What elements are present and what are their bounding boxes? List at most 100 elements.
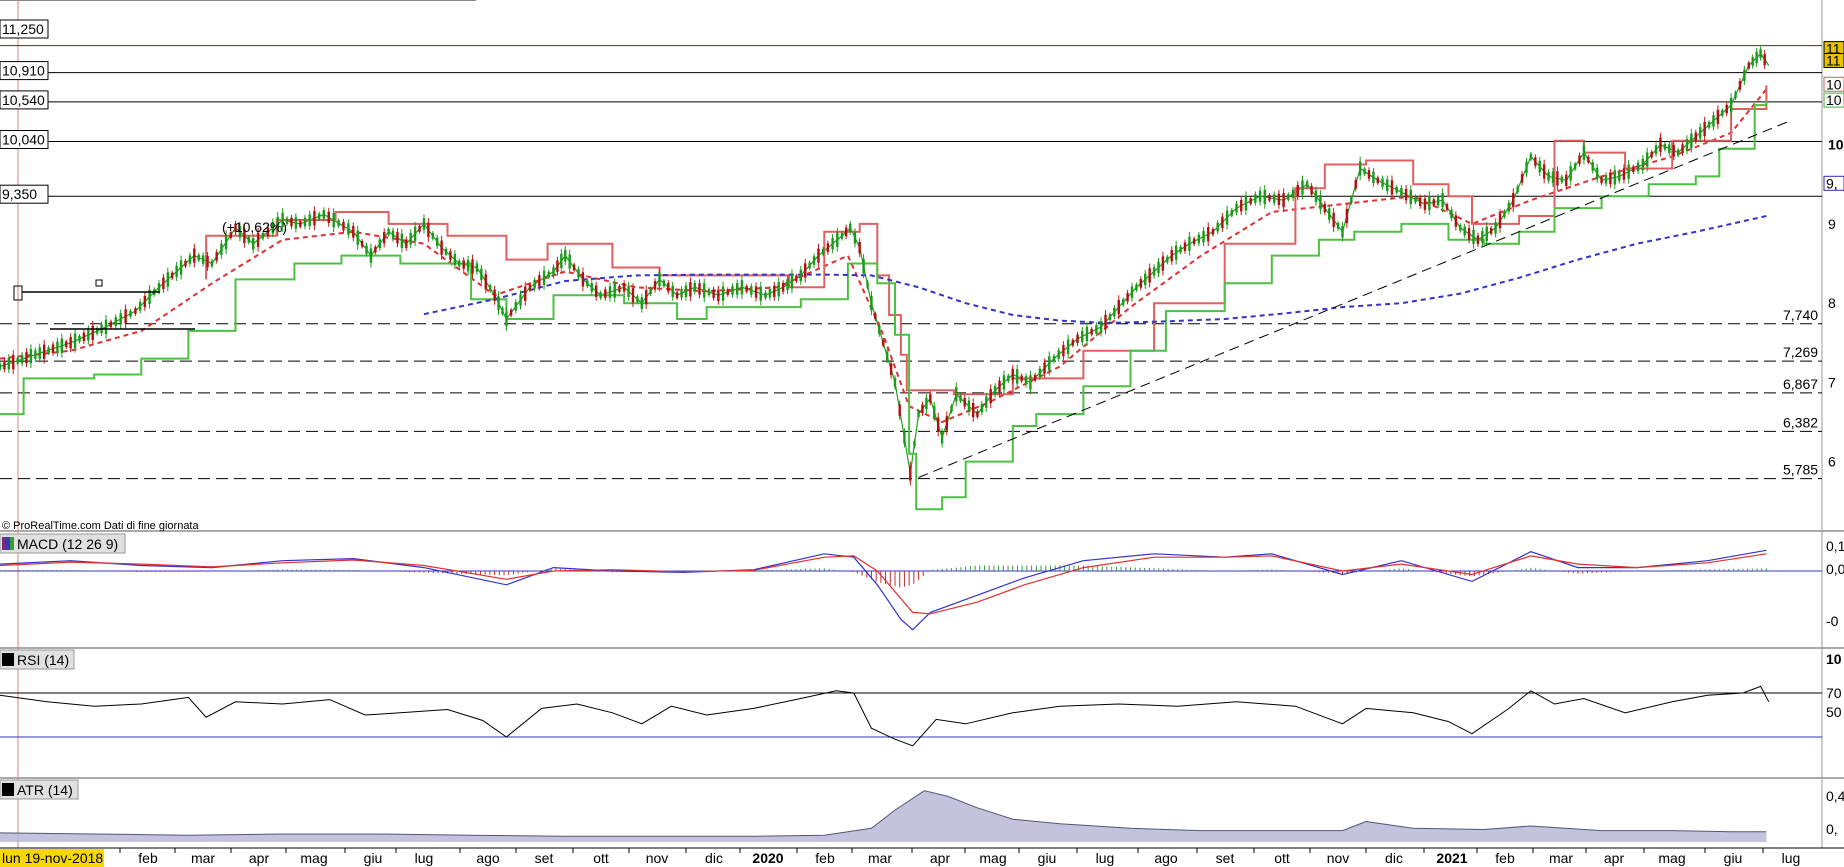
candle-body (1569, 166, 1572, 181)
candle-body (1450, 209, 1453, 219)
rsi-legend[interactable]: RSI (14) (0, 649, 75, 670)
price-left-labels: 11,250 10,910 10,540 10,040 9,350 (0, 19, 49, 204)
x-axis-label: apr (249, 850, 270, 866)
atr-legend[interactable]: ATR (14) (0, 779, 79, 800)
cursor-marker[interactable] (13, 285, 23, 301)
candle-body (675, 292, 679, 299)
candle-body (65, 341, 68, 348)
candle-body (124, 309, 127, 324)
candle-body (1052, 355, 1056, 362)
candle-body (514, 302, 518, 311)
candle-body (1551, 171, 1555, 184)
candle-body (671, 285, 674, 297)
indicator-axis-label: 0,0 (1826, 561, 1844, 577)
candle-body (1161, 256, 1165, 271)
x-axis-label: giu (364, 850, 383, 866)
x-axis-label: dic (705, 850, 723, 866)
candle-body (1310, 185, 1313, 195)
candle-body (1525, 161, 1528, 174)
candle-body (1699, 127, 1702, 139)
candle-body (1157, 261, 1160, 274)
candle-body (1538, 160, 1541, 173)
candle-body (1690, 133, 1693, 148)
panel-frames (0, 0, 1844, 848)
candle-body (980, 403, 984, 413)
level-label-box (0, 61, 49, 81)
candle-body (631, 288, 635, 303)
candle-body (799, 269, 802, 282)
price-badge-text: 11 (1826, 41, 1841, 57)
candle-body (721, 286, 725, 301)
candle-body (1751, 57, 1754, 66)
candle-body (1007, 375, 1010, 382)
x-axis-label: apr (1604, 850, 1625, 866)
x-axis-label: nov (646, 850, 669, 866)
candle-body (1376, 177, 1380, 184)
candle-body (1573, 163, 1577, 170)
candle-body (3, 360, 6, 370)
candle-body (1454, 215, 1458, 227)
candle-body (893, 378, 897, 387)
support-level-label: 5,785 (1783, 462, 1818, 478)
candle-body (1721, 110, 1724, 116)
candle-body (618, 286, 621, 292)
candle-body (955, 387, 958, 402)
candle-body (1618, 172, 1621, 181)
level-label-box (0, 184, 49, 204)
x-axis-label: mag (1658, 850, 1685, 866)
candle-body (449, 251, 452, 260)
candle-body (114, 317, 118, 326)
candle-body (909, 466, 912, 481)
candle-body (933, 405, 936, 418)
candle-body (1400, 187, 1403, 197)
candle-body (1192, 238, 1196, 245)
candle-body (649, 288, 652, 295)
candle-body (586, 280, 589, 287)
candle-body (680, 288, 683, 298)
candle-body (157, 283, 161, 292)
candle-body (1672, 144, 1675, 157)
candle-body (1121, 299, 1125, 306)
candle-body (1291, 189, 1295, 199)
candle-body (613, 283, 616, 298)
candle-body (206, 255, 209, 268)
rsi-color-swatch (2, 653, 14, 666)
candle-body (1221, 216, 1224, 229)
rsi-legend-box (0, 649, 75, 670)
candle-body (1095, 325, 1098, 334)
candle-body (731, 286, 734, 295)
atr-color-swatch (2, 783, 14, 796)
candle-body (936, 417, 940, 432)
candle-body (20, 354, 24, 364)
candle-body (1494, 222, 1497, 234)
candle-body (1011, 368, 1014, 381)
candle-body (365, 245, 368, 254)
candle-body (1587, 156, 1590, 163)
candle-body (745, 286, 748, 292)
candle-body (342, 221, 345, 231)
candle-body (1104, 314, 1107, 330)
candle-body (73, 333, 77, 348)
candle-body (967, 400, 971, 412)
candle-body (976, 411, 979, 417)
candle-body (1743, 69, 1746, 82)
candle-body (1498, 213, 1502, 229)
candle-body (1244, 196, 1248, 211)
candle-body (317, 213, 321, 220)
price-badge-text: 10 (1826, 92, 1842, 108)
x-axis-label: dic (1385, 850, 1403, 866)
price-series-line (0, 52, 1770, 474)
candle-body (945, 416, 949, 431)
candle-body (247, 236, 250, 243)
candle-body (143, 295, 147, 308)
candle-body (413, 226, 417, 241)
candle-body (1323, 203, 1327, 213)
candle-body (25, 351, 28, 364)
candle-body (51, 344, 55, 353)
candle-body (285, 218, 289, 224)
atr-area (0, 790, 1767, 842)
candle-body (243, 228, 246, 243)
macd-legend[interactable]: MACD (12 26 9) (0, 533, 126, 554)
candle-body (1225, 210, 1229, 225)
candle-body (929, 393, 932, 403)
